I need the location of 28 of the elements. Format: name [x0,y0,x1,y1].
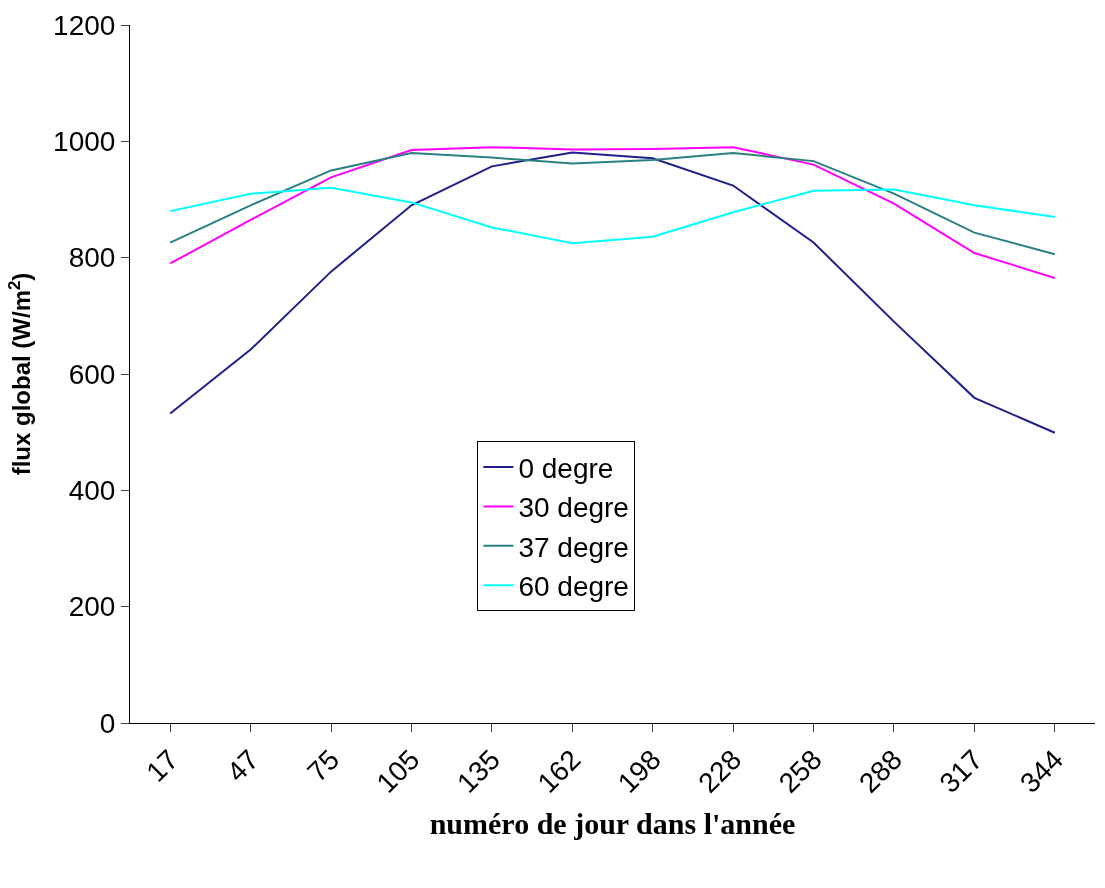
x-tick-label: 317 [933,743,989,799]
y-tick-label: 400 [68,475,116,507]
x-tick-label: 258 [772,743,828,799]
x-tick-label: 198 [611,743,667,799]
legend-label: 37 degre [518,531,629,563]
y-tick-label: 200 [68,591,116,623]
x-tick-label: 75 [301,743,346,788]
x-tick-label: 47 [220,743,265,788]
legend-label: 60 degre [518,571,629,603]
line-series [169,151,1056,434]
x-tick-label: 135 [451,743,507,799]
x-tick-label: 105 [370,743,426,799]
x-tick-label: 162 [531,743,587,799]
y-tick-label: 0 [99,707,116,739]
legend-label: 30 degre [518,492,629,524]
y-tick-label: 600 [68,358,116,390]
x-tick-label: 17 [140,743,185,788]
x-tick-label: 288 [853,743,909,799]
x-axis-title: numéro de jour dans l'année [429,807,796,841]
legend-label: 0 degre [518,452,614,484]
x-tick-label: 344 [1013,743,1069,799]
y-tick-label: 800 [68,242,116,274]
line-series [169,186,1056,245]
y-tick-label: 1000 [53,126,116,158]
line-series [169,151,1056,256]
y-tick-label: 1200 [53,9,116,41]
x-tick-label: 228 [692,743,748,799]
line-series [169,146,1056,280]
